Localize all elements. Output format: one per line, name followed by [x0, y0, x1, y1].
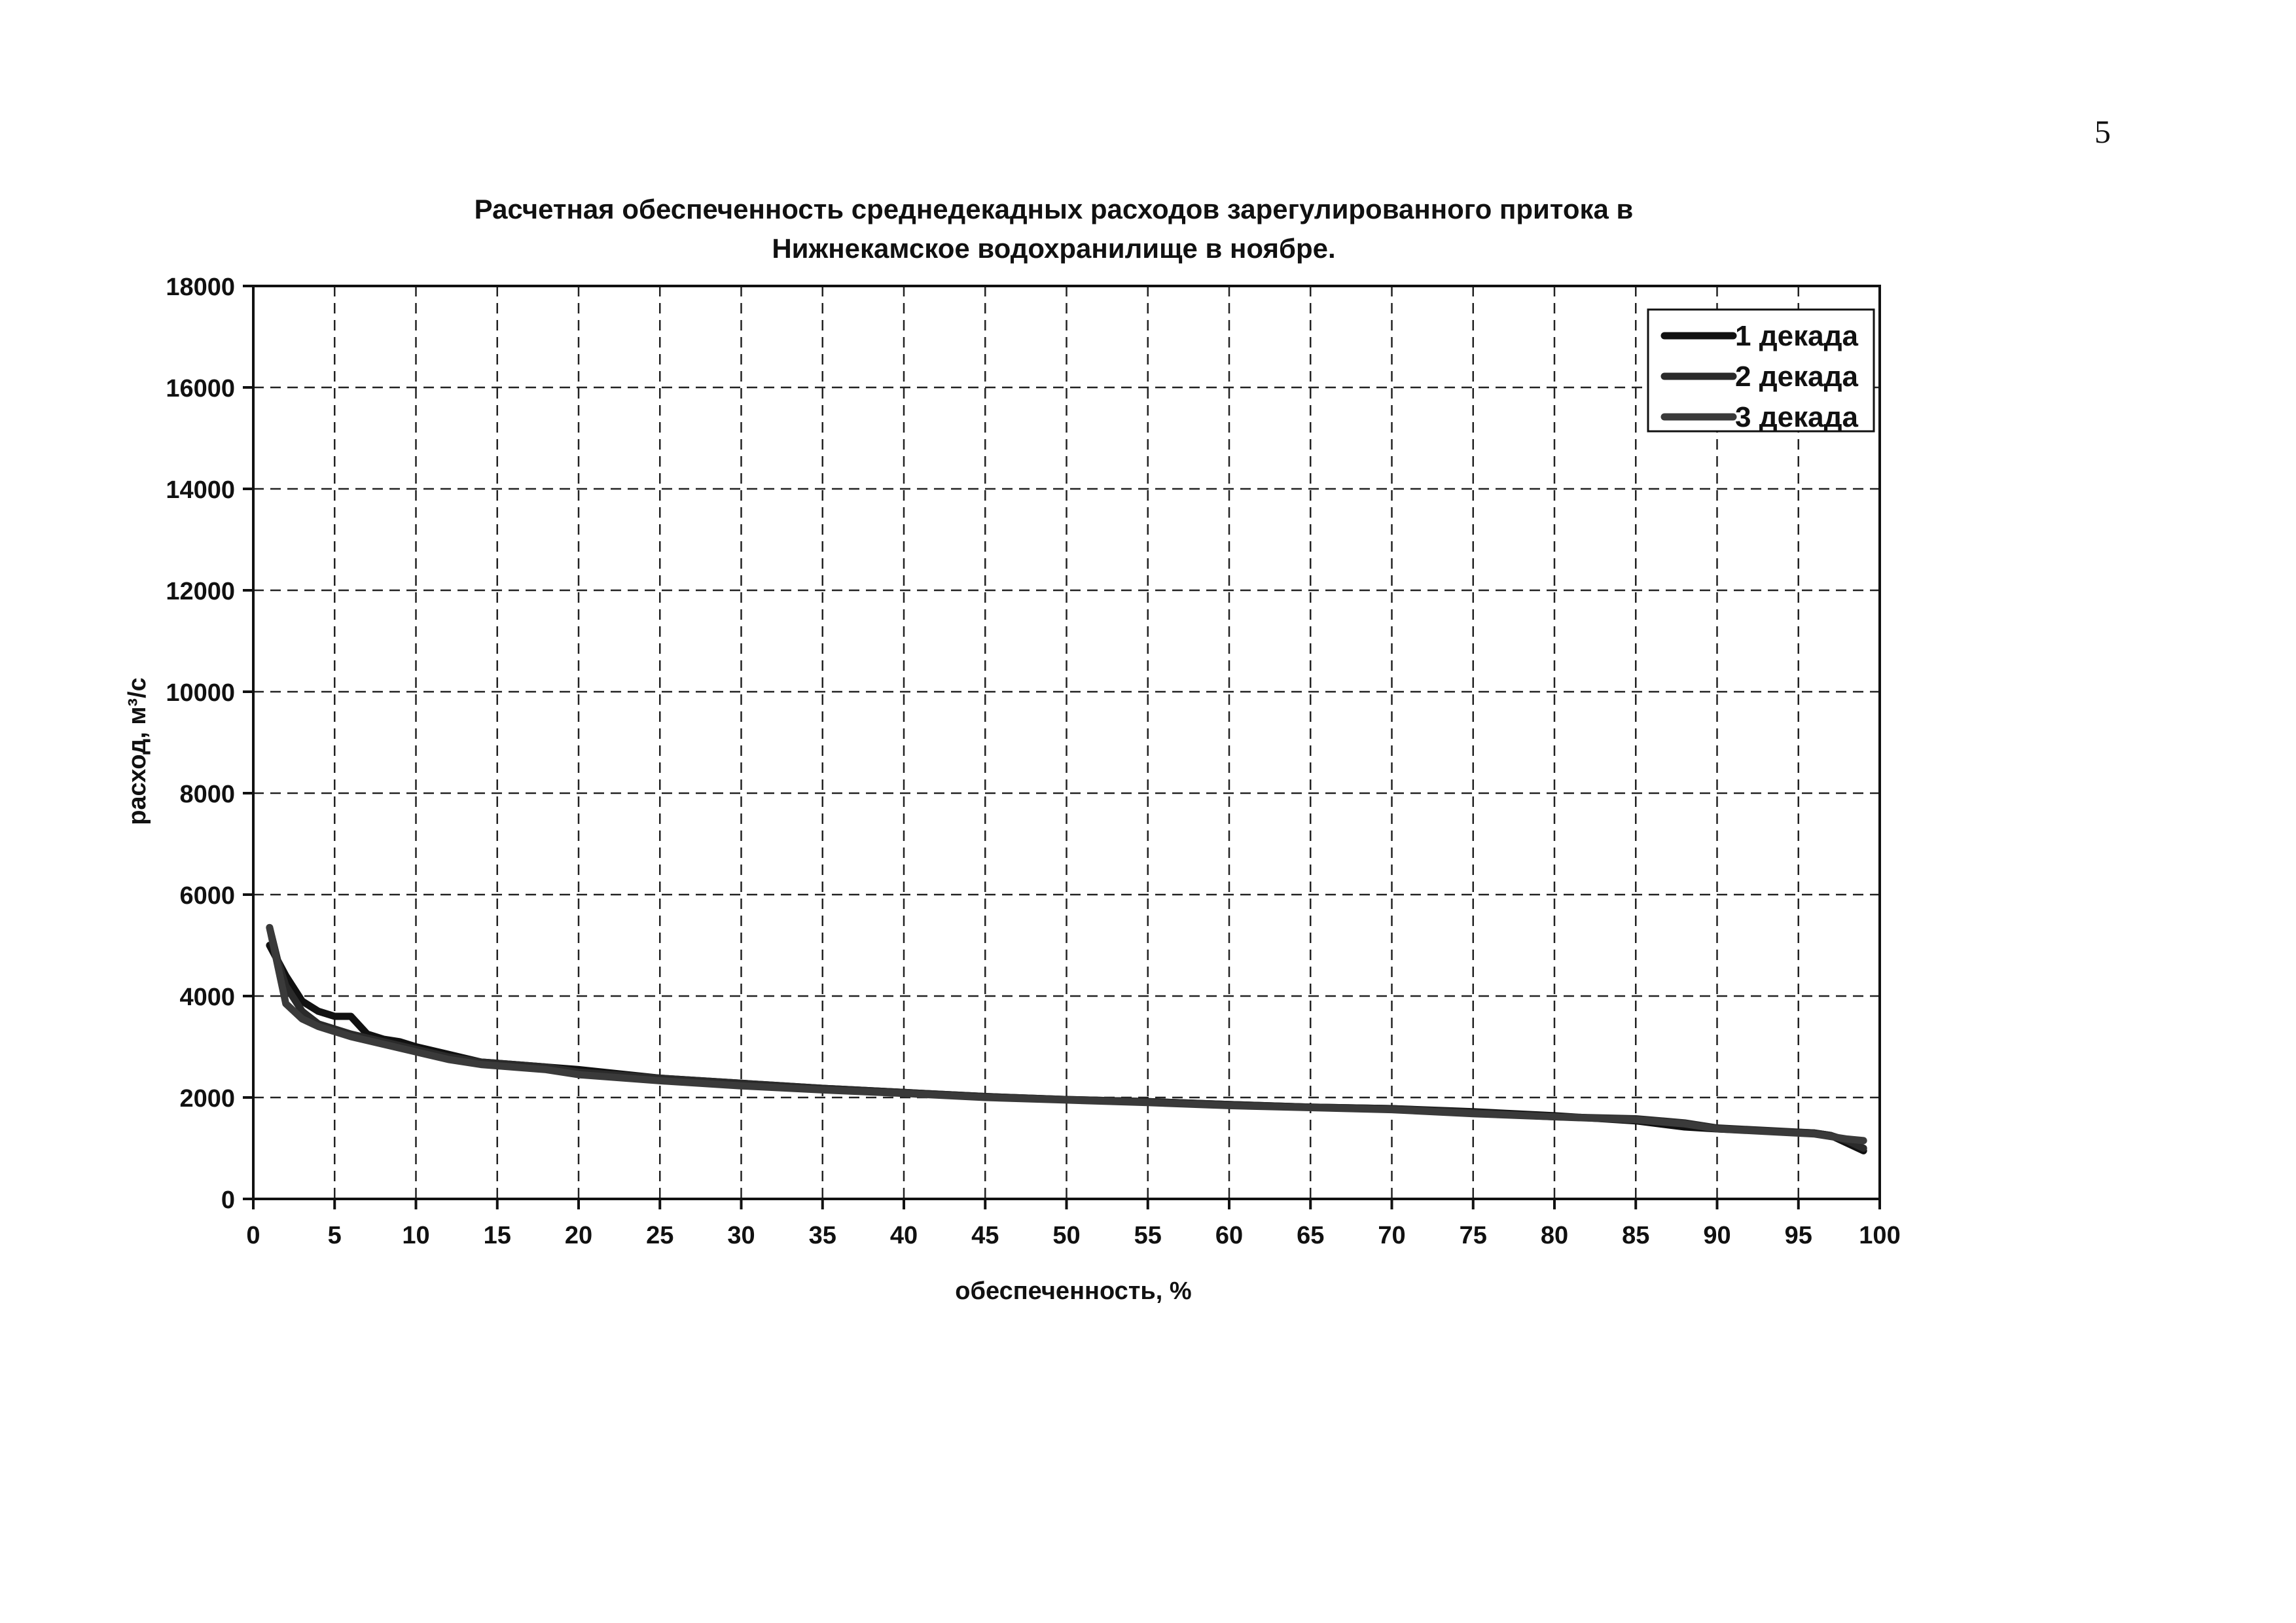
y-tick-label: 18000	[166, 274, 235, 301]
x-tick-label: 30	[727, 1222, 755, 1249]
chart-legend: 1 декада 2 декада 3 декада	[1647, 308, 1875, 433]
legend-box	[1647, 308, 1875, 433]
y-tick-label: 10000	[166, 679, 235, 707]
x-tick-label: 95	[1785, 1222, 1812, 1249]
x-tick-label: 55	[1134, 1222, 1162, 1249]
y-tick-label: 2000	[179, 1085, 235, 1113]
chart-title-line-2: Нижнекамское водохранилище в ноябре.	[772, 233, 1336, 264]
y-tick-label: 8000	[179, 781, 235, 808]
y-tick-label: 0	[221, 1186, 235, 1214]
x-tick-label: 70	[1378, 1222, 1405, 1249]
x-tick-label: 100	[1859, 1222, 1900, 1249]
x-tick-label: 80	[1541, 1222, 1568, 1249]
x-tick-label: 35	[809, 1222, 836, 1249]
legend-label-1: 1 декада	[1735, 320, 1859, 352]
y-tick-label: 4000	[179, 984, 235, 1011]
x-tick-label: 10	[402, 1222, 429, 1249]
x-tick-label: 20	[565, 1222, 592, 1249]
x-tick-labels: 0 5 10 15 20 25 30 35 40 45 50 55 60 65 70 75 80 85 90 95 10…	[246, 1222, 1900, 1249]
y-tick-label: 6000	[179, 882, 235, 910]
x-tick-label: 5	[328, 1222, 342, 1249]
y-tick-label: 16000	[166, 375, 235, 402]
chart-title: Расчетная обеспеченность среднедекадных …	[0, 190, 2108, 268]
chart-title-line-1: Расчетная обеспеченность среднедекадных …	[474, 194, 1634, 224]
series-line-3	[266, 923, 1867, 1145]
x-tick-label: 40	[890, 1222, 918, 1249]
x-axis-label: обеспеченность, %	[955, 1277, 1191, 1305]
x-tick-label: 45	[971, 1222, 999, 1249]
y-tick-label: 14000	[166, 476, 235, 504]
chart-axes	[243, 285, 1881, 1209]
x-tick-label: 0	[246, 1222, 260, 1249]
y-tick-labels: 0 2000 4000 6000 8000 10000 12000 14000 16000 180…	[166, 274, 235, 1214]
legend-label-2: 2 декада	[1735, 361, 1859, 393]
x-tick-label: 90	[1703, 1222, 1731, 1249]
x-tick-label: 50	[1052, 1222, 1080, 1249]
legend-label-3: 3 декада	[1735, 401, 1859, 433]
x-tick-label: 60	[1215, 1222, 1243, 1249]
x-tick-label: 75	[1460, 1222, 1487, 1249]
chart-series	[266, 923, 1867, 1154]
page-number: 5	[2094, 113, 2111, 150]
x-tick-label: 25	[646, 1222, 673, 1249]
y-axis-label: расход, м³/с	[124, 677, 151, 825]
y-tick-label: 12000	[166, 578, 235, 605]
x-tick-label: 85	[1622, 1222, 1649, 1249]
x-tick-label: 65	[1297, 1222, 1324, 1249]
x-tick-label: 15	[484, 1222, 511, 1249]
